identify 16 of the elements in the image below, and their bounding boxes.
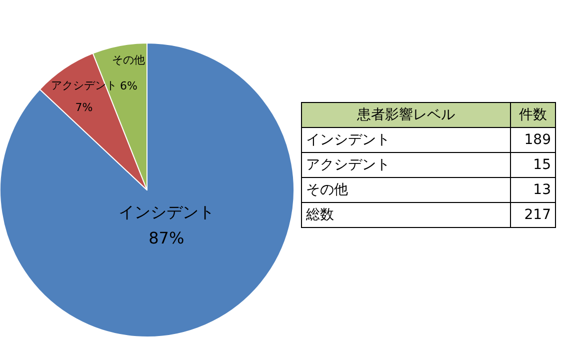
- text: 総数: [302, 202, 510, 228]
- text: 217: [524, 207, 551, 223]
- category-label: その他: [302, 178, 510, 202]
- category-label: アクシデント: [302, 152, 510, 178]
- data-label: 87%: [148, 228, 184, 248]
- data-label: 13: [510, 178, 556, 202]
- category-label: インシデント: [302, 128, 510, 152]
- slice-label: アクシデント: [51, 79, 117, 92]
- text: 患者影響レベル: [302, 102, 510, 128]
- data-label: 6%: [120, 79, 138, 92]
- slice-label: インシデント: [118, 202, 214, 222]
- data-label: 7%: [75, 101, 93, 114]
- text: 件数: [510, 102, 556, 128]
- slice-label: その他: [112, 53, 146, 66]
- data-label: 189: [510, 128, 556, 152]
- data-label: 15: [510, 152, 556, 178]
